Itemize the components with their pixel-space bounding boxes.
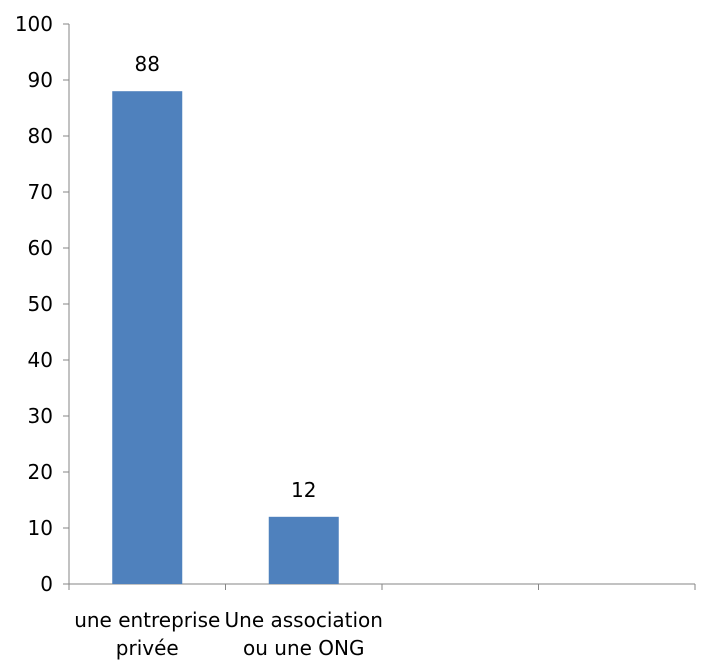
x-axis bbox=[68, 583, 696, 590]
y-tick-label: 20 bbox=[28, 460, 53, 484]
category-label: Une association ou une ONG bbox=[225, 608, 383, 660]
y-tick-label: 30 bbox=[28, 404, 53, 428]
data-label: 88 bbox=[135, 52, 160, 76]
y-tick-label: 70 bbox=[28, 180, 53, 204]
y-tick-label: 0 bbox=[40, 572, 53, 596]
y-tick-label: 90 bbox=[28, 68, 53, 92]
bar bbox=[268, 516, 339, 584]
y-axis: 0 10 20 30 40 50 60 70 80 90 100 bbox=[15, 12, 70, 596]
data-labels: 88 12 bbox=[135, 52, 317, 502]
y-tick-label: 100 bbox=[15, 12, 53, 36]
bars bbox=[112, 91, 339, 584]
y-tick-label: 80 bbox=[28, 124, 53, 148]
y-tick-label: 60 bbox=[28, 236, 53, 260]
y-tick-label: 10 bbox=[28, 516, 53, 540]
category-label: une entreprise privée bbox=[74, 608, 220, 660]
y-tick-label: 50 bbox=[28, 292, 53, 316]
y-tick-label: 40 bbox=[28, 348, 53, 372]
data-label: 12 bbox=[291, 478, 316, 502]
bar bbox=[112, 91, 183, 584]
